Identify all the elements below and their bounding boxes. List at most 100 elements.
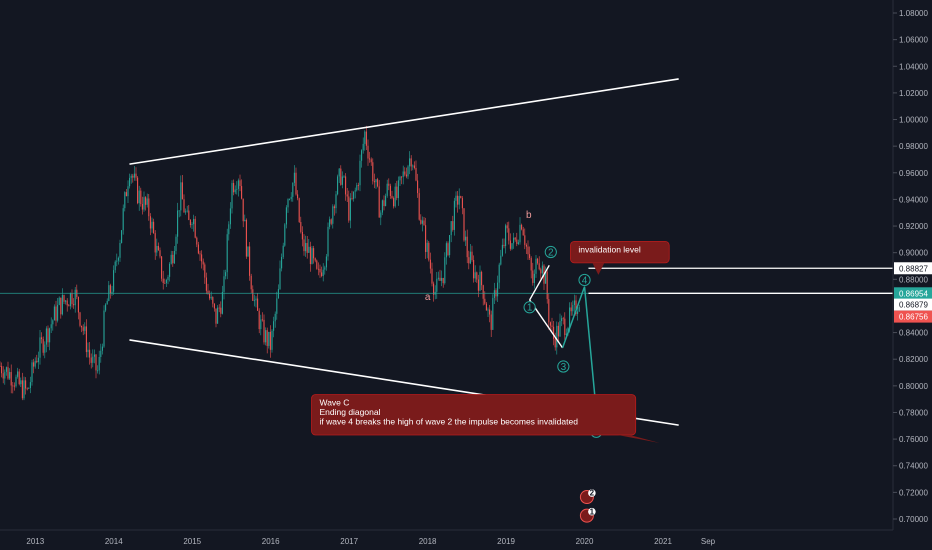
- time-axis[interactable]: 2013 2014 2015 2016 2017 2018 2019 2020 2021 Sep: [0, 529, 893, 546]
- price-bar-body: [93, 354, 95, 357]
- price-bar-body: [106, 300, 108, 305]
- price-tag[interactable]: [894, 310, 932, 323]
- price-bar-body: [257, 298, 259, 311]
- price-bar-body: [209, 293, 211, 299]
- price-bar-body: [373, 181, 375, 183]
- price-tick-label: 1.02000: [899, 89, 928, 98]
- price-bar-body: [71, 293, 73, 305]
- price-bar-body: [239, 180, 241, 187]
- price-tag[interactable]: [894, 298, 932, 311]
- price-bar-body: [153, 221, 155, 234]
- note-box[interactable]: [311, 394, 637, 436]
- price-bar-body: [79, 312, 81, 326]
- price-tick-label: 0.88000: [899, 275, 928, 284]
- note-line: if wave 4 breaks the high of wave 2 the …: [319, 416, 578, 426]
- price-bar-body: [497, 282, 499, 297]
- price-bar-body: [84, 326, 86, 331]
- price-bar-body: [188, 210, 190, 221]
- price-bar-body: [477, 279, 479, 291]
- price-bar-body: [68, 305, 70, 307]
- price-bar-body: [63, 295, 65, 302]
- price-bar-body: [196, 237, 198, 245]
- price-bar-body: [332, 206, 334, 224]
- price-bar-body: [489, 309, 491, 315]
- price-tag[interactable]: [894, 262, 932, 275]
- price-bar-body: [189, 220, 191, 226]
- time-tick-label: 2013: [26, 537, 44, 546]
- event-badges[interactable]: 21: [579, 489, 596, 523]
- price-bar-body: [260, 319, 262, 330]
- price-bar-body: [298, 198, 300, 223]
- price-bar-body: [17, 371, 19, 377]
- wave-circle-1: [523, 301, 536, 314]
- price-bar-body: [338, 168, 340, 177]
- note-line: Ending diagonal: [319, 407, 380, 417]
- price-bar-body: [161, 256, 163, 279]
- price-tick-label: 1.08000: [899, 9, 928, 18]
- price-bar-body: [362, 143, 364, 151]
- price-bar-body: [423, 220, 425, 226]
- price-bar-body: [359, 160, 361, 186]
- price-bar-body: [101, 346, 103, 351]
- price-bar-body: [517, 242, 519, 244]
- price-axis[interactable]: 1.08000 1.06000 1.04000 1.02000 1.00000 0.980…: [892, 0, 932, 530]
- price-bar-body: [57, 304, 59, 321]
- price-bar-body: [204, 264, 206, 278]
- price-bar-body: [69, 293, 71, 307]
- price-bar-body: [145, 197, 147, 205]
- price-bar-body: [508, 228, 510, 241]
- price-bar-body: [226, 234, 228, 273]
- price-tag[interactable]: [894, 287, 932, 300]
- price-bar-body: [404, 171, 406, 175]
- price-bar-body: [141, 204, 143, 210]
- price-bar-body: [82, 327, 84, 331]
- event-badge[interactable]: 1: [579, 507, 596, 523]
- price-bar-body: [345, 176, 347, 195]
- price-bar-body: [511, 243, 513, 249]
- price-bar-body: [444, 257, 446, 284]
- price-bar-body: [212, 297, 214, 304]
- price-bar-body: [348, 196, 350, 221]
- price-bar-body: [554, 338, 556, 348]
- price-bar-body: [573, 300, 575, 305]
- price-bar-body: [337, 176, 339, 195]
- price-bar-body: [537, 258, 539, 264]
- price-bar-body: [545, 271, 547, 284]
- price-tag-label: 0.88827: [899, 264, 928, 273]
- note-box[interactable]: [570, 240, 670, 264]
- price-bar-body: [121, 230, 123, 243]
- price-bar-body: [60, 297, 62, 315]
- price-bar-body: [324, 267, 326, 270]
- price-bar-body: [413, 165, 415, 168]
- wave-projection-path[interactable]: [561, 286, 598, 412]
- price-bar-body: [557, 325, 559, 337]
- price-bar-body: [425, 225, 427, 252]
- price-bar-body: [285, 207, 287, 225]
- wave-label-2: 2: [548, 247, 554, 258]
- price-bar-body: [349, 198, 351, 221]
- event-badge[interactable]: 2: [579, 489, 596, 505]
- price-bar-body: [10, 372, 12, 386]
- note-invalidation[interactable]: invalidation level: [570, 240, 670, 275]
- price-bar-body: [268, 331, 270, 346]
- price-bar-body: [481, 271, 483, 286]
- price-bar-body: [111, 291, 113, 294]
- price-bar-body: [113, 270, 115, 292]
- price-bar-body: [279, 268, 281, 290]
- price-bar-body: [253, 300, 255, 302]
- price-bar-body: [231, 183, 233, 209]
- time-tick-label: 2016: [262, 537, 280, 546]
- price-bar-body: [402, 171, 404, 178]
- price-bar-body: [460, 196, 462, 199]
- price-bar-body: [74, 289, 76, 306]
- price-bar-body: [170, 254, 172, 264]
- channel-upper-line[interactable]: [129, 78, 679, 165]
- price-bar-body: [521, 224, 523, 230]
- wedge-line[interactable]: [529, 264, 550, 301]
- price-bar-body: [234, 189, 236, 193]
- price-bar-body: [34, 360, 36, 367]
- price-bar-body: [105, 304, 107, 311]
